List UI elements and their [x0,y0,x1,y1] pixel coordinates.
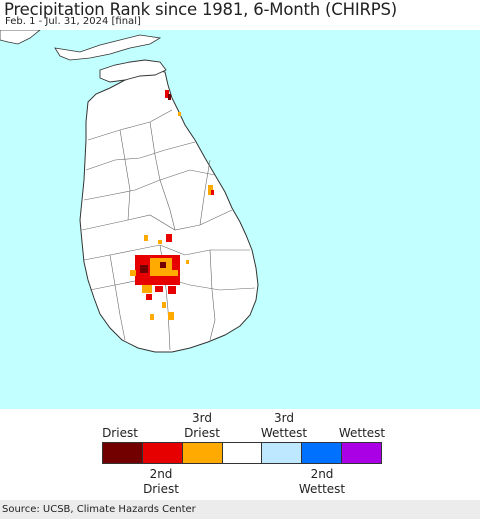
legend-label-3rd-driest: 3rd Driest [184,411,220,440]
legend-color-bar [102,442,382,464]
sri-lanka-landmass [79,69,259,353]
legend-label-2nd-wettest: 2nd Wettest [298,467,346,496]
map-subtitle: Feb. 1 - Jul. 31, 2024 [final] [5,16,141,27]
district-boundaries [81,109,256,351]
source-credit: Source: UCSB, Climate Hazards Center [0,500,480,519]
legend-swatch-normal [222,443,263,463]
legend-swatch-2nd-wettest [302,443,343,463]
legend-swatch-3rd-wettest [262,443,303,463]
map-panel [0,29,480,409]
legend-swatch-2nd-driest [142,443,183,463]
rank-anomaly-cells [130,90,214,320]
mannar-islands [54,34,162,61]
india-landmass [0,29,42,45]
jaffna-peninsula [99,59,167,83]
legend-label-3rd-wettest: 3rd Wettest [260,411,308,440]
legend-label-2nd-driest: 2nd Driest [143,467,179,496]
sri-lanka-map [0,29,259,353]
map-title: Precipitation Rank since 1981, 6-Month (… [4,0,398,19]
legend-label-wettest: Wettest [338,426,386,440]
legend-swatch-3rd-driest [182,443,223,463]
legend-swatch-wettest [342,443,382,463]
legend-label-driest: Driest [102,426,138,440]
legend-swatch-driest [103,443,143,463]
